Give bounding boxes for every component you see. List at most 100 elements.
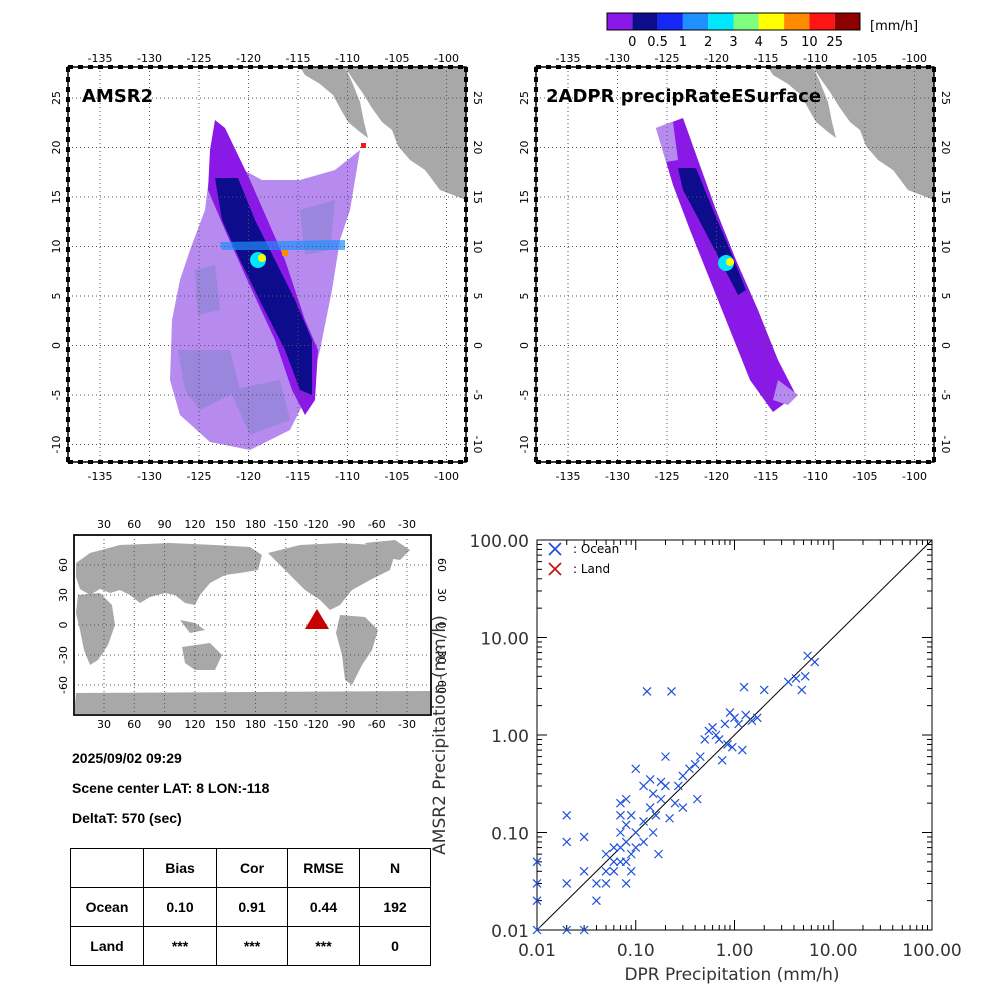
scatter-point bbox=[803, 651, 813, 661]
colorbar-swatch bbox=[657, 13, 683, 30]
scatter-point bbox=[592, 896, 601, 906]
scatter-point bbox=[626, 866, 636, 876]
lon-label-top: -120 bbox=[704, 52, 729, 65]
scatter-point bbox=[739, 682, 749, 692]
map-frame bbox=[535, 66, 935, 463]
scatter-point bbox=[667, 686, 676, 696]
world-lon-label-top: 30 bbox=[97, 518, 111, 531]
colorbar-swatch bbox=[733, 13, 759, 30]
lat-label-right: 0 bbox=[471, 342, 484, 349]
world-axis-labels: 30 30 60 60 90 90 120 120 150 150 180 180 -150 -150 -1… bbox=[57, 518, 448, 731]
scatter-point bbox=[661, 781, 670, 791]
antarctica-land bbox=[74, 691, 430, 715]
world-lon-label-bottom: -150 bbox=[273, 718, 298, 731]
lat-label-left: -5 bbox=[50, 390, 63, 401]
scatter-point bbox=[692, 794, 702, 804]
world-lat-label-right: -30 bbox=[435, 646, 448, 664]
y-tick-label: 0.10 bbox=[491, 825, 529, 845]
dpr-map: -135 -135 -130 -130 -125 -125 -120 -120 -115 -115… bbox=[518, 52, 952, 480]
lat-label-left: 20 bbox=[50, 141, 63, 155]
scatter-point bbox=[562, 925, 572, 935]
scene-center: Scene center LAT: 8 LON:-118 bbox=[72, 780, 270, 796]
colorbar-labels: 0 0.5 1 2 3 4 5 10 25 bbox=[628, 35, 843, 50]
eurasia-land bbox=[76, 543, 262, 605]
swath-grey-patch bbox=[195, 265, 220, 315]
scatter-point bbox=[678, 771, 688, 781]
scatter-point bbox=[720, 719, 730, 729]
lon-label-top: -100 bbox=[902, 52, 927, 65]
scatter-point bbox=[621, 857, 631, 867]
world-lat-label-left: 0 bbox=[57, 622, 70, 629]
amsr2-rain-line bbox=[220, 240, 345, 250]
lat-label-left: 5 bbox=[518, 293, 531, 300]
dpr-rain-peak bbox=[726, 258, 734, 266]
stats-cell: *** bbox=[287, 926, 360, 966]
scatter-point bbox=[723, 740, 732, 749]
scatter-point bbox=[601, 849, 611, 859]
x-tick-label: 100.00 bbox=[902, 941, 961, 961]
lon-label-bottom: -125 bbox=[187, 470, 212, 480]
scatter-point bbox=[592, 879, 601, 888]
scatter-point bbox=[730, 713, 739, 723]
stats-cell: 0 bbox=[359, 926, 431, 966]
colorbar-swatch bbox=[758, 13, 785, 30]
scatter-point bbox=[579, 832, 589, 842]
scatter-point bbox=[621, 837, 631, 847]
stats-table: Bias Cor RMSE N Ocean 0.10 0.91 0.44 192… bbox=[70, 848, 431, 966]
scatter-point bbox=[685, 764, 694, 774]
world-lon-label-top: -150 bbox=[273, 518, 298, 531]
scatter-point bbox=[532, 896, 542, 906]
scatter-points bbox=[532, 651, 820, 935]
lat-label-left: 5 bbox=[50, 293, 63, 300]
world-lon-label-bottom: 30 bbox=[97, 718, 111, 731]
lat-label-left: -5 bbox=[518, 390, 531, 401]
lon-label-bottom: -125 bbox=[655, 470, 680, 480]
x-tick-label: 10.00 bbox=[809, 941, 858, 961]
lat-label-right: 15 bbox=[939, 190, 952, 204]
scatter-point bbox=[631, 828, 641, 837]
scatter-point bbox=[747, 716, 757, 726]
world-lon-label-top: 60 bbox=[127, 518, 141, 531]
scatter-point bbox=[752, 713, 762, 723]
scatter-point bbox=[727, 742, 737, 752]
colorbar-unit: [mm/h] bbox=[870, 19, 918, 34]
scatter-point bbox=[700, 735, 710, 744]
baja-land bbox=[768, 67, 836, 138]
lon-label-bottom: -120 bbox=[236, 470, 261, 480]
lat-label-right: 10 bbox=[939, 240, 952, 254]
scatter-point bbox=[639, 837, 648, 847]
scatter-point bbox=[609, 843, 619, 853]
scatter-point bbox=[631, 764, 641, 774]
stats-cell: Ocean bbox=[70, 887, 144, 927]
scatter-point bbox=[656, 794, 666, 804]
scatter-point bbox=[648, 828, 658, 837]
lat-label-left: -10 bbox=[518, 436, 531, 454]
world-lat-label-left: 30 bbox=[57, 588, 70, 602]
world-lat-label-right: 0 bbox=[435, 622, 448, 629]
lat-label-left: 25 bbox=[518, 91, 531, 105]
lat-label-left: 15 bbox=[518, 190, 531, 204]
scatter-point bbox=[654, 849, 663, 859]
scatter-y-tick-labels: 0.01 0.10 1.00 10.00 100.00 bbox=[470, 532, 529, 942]
world-lon-label-bottom: -120 bbox=[304, 718, 329, 731]
scatter-point bbox=[562, 879, 572, 888]
swath-grey-patch bbox=[230, 380, 290, 435]
colorbar-swatches bbox=[606, 12, 861, 31]
lon-label-top: -135 bbox=[88, 52, 113, 65]
x-tick-label: 0.10 bbox=[617, 941, 655, 961]
world-lat-label-right: 60 bbox=[435, 558, 448, 572]
australia-land bbox=[182, 643, 222, 670]
amsr2-rain-peak bbox=[258, 254, 266, 262]
lat-label-right: 15 bbox=[471, 190, 484, 204]
scatter-point bbox=[631, 843, 641, 853]
legend-label: : Ocean bbox=[573, 542, 619, 556]
world-lon-label-bottom: -60 bbox=[368, 718, 386, 731]
scatter-point bbox=[645, 803, 655, 813]
world-lon-label-top: -30 bbox=[398, 518, 416, 531]
lon-label-bottom: -105 bbox=[385, 470, 410, 480]
one-to-one-line bbox=[536, 539, 933, 931]
scatter-x-tick-labels: 0.01 0.10 1.00 10.00 100.00 bbox=[518, 941, 962, 961]
scatter-point bbox=[642, 686, 652, 696]
lat-label-right: -10 bbox=[939, 436, 952, 454]
lon-label-bottom: -135 bbox=[88, 470, 113, 480]
